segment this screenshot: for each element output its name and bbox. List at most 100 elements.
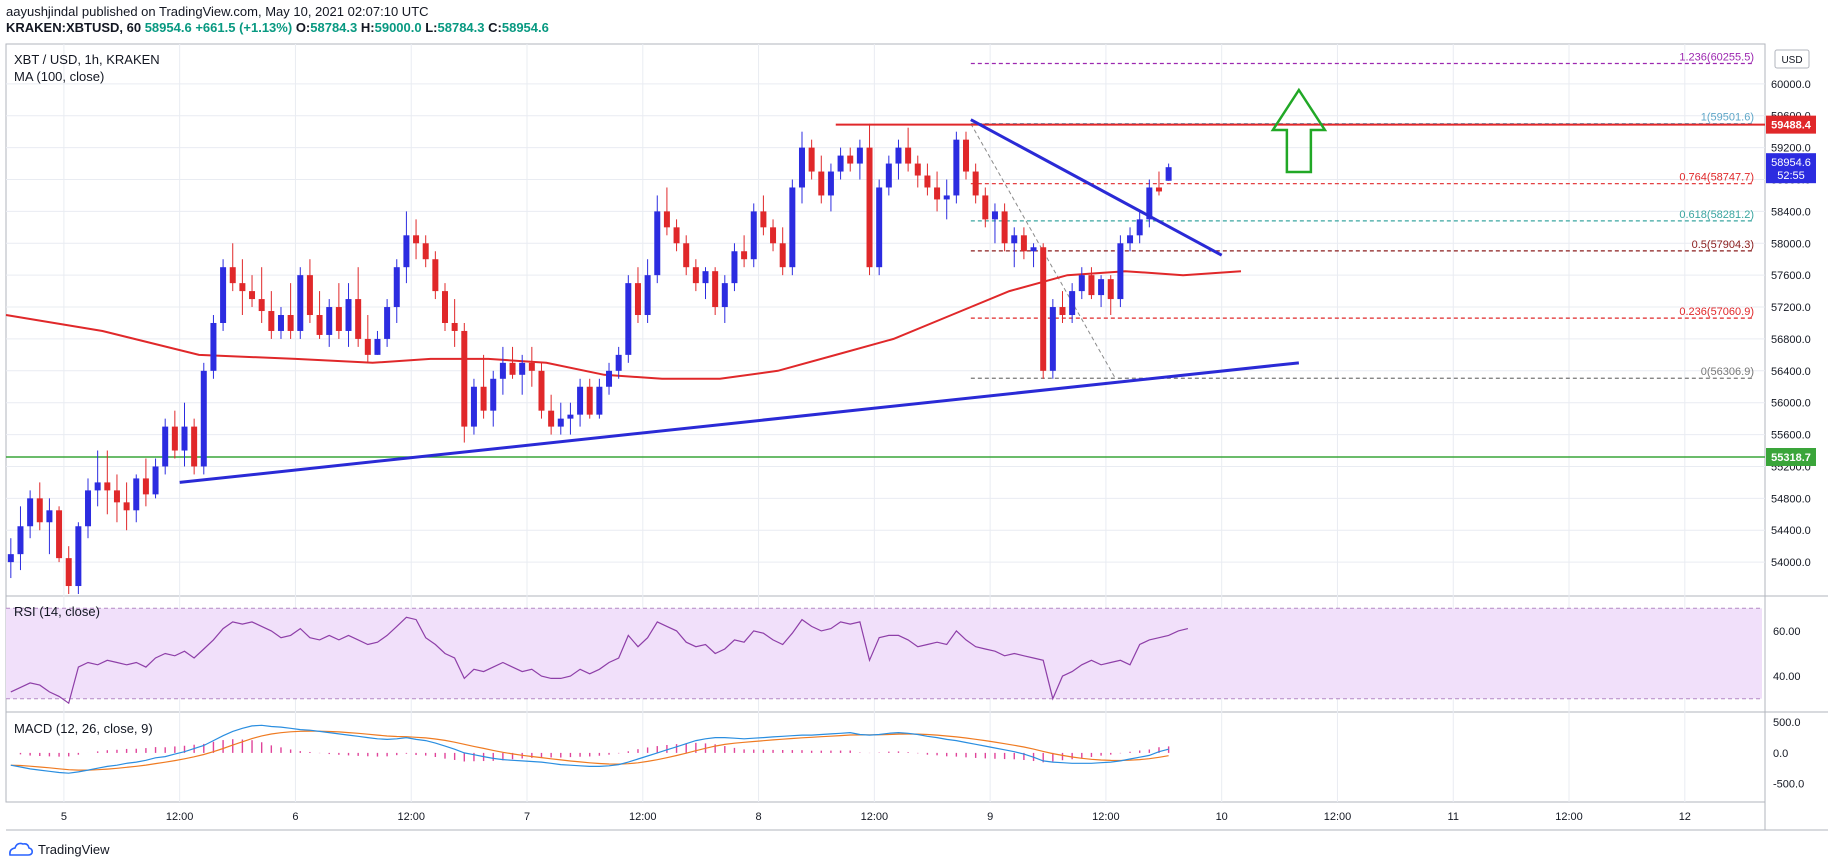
candle-body (142, 478, 149, 495)
candle-body (683, 243, 690, 268)
main-pane-title[interactable]: XBT / USD, 1h, KRAKEN (14, 52, 160, 67)
candle-body (1069, 291, 1076, 316)
tradingview-footer[interactable]: TradingView (8, 841, 110, 857)
candle-body (422, 243, 429, 260)
bar-countdown-label: 52:55 (1777, 170, 1805, 182)
candle-body (152, 466, 159, 495)
candle-body (229, 267, 236, 284)
candle-body (306, 275, 313, 316)
candle-body (133, 478, 140, 511)
y-tick-label: 59200.0 (1771, 143, 1811, 155)
x-tick-label: 12:00 (397, 811, 425, 823)
x-tick-label: 12:00 (861, 811, 889, 823)
candle-body (413, 235, 420, 244)
candle-body (866, 147, 873, 268)
candle-body (17, 526, 24, 555)
macd-tick-label: 0.0 (1773, 748, 1788, 760)
candle-body (557, 418, 564, 427)
ma100-line (5, 270, 1242, 380)
candle-body (818, 171, 825, 196)
publish-info: aayushjindal published on TradingView.co… (6, 4, 429, 19)
fib-level-label: 0(56306.9) (1701, 366, 1754, 378)
candle-body (789, 187, 796, 268)
falling-trendline (970, 118, 1223, 257)
ma-indicator-label[interactable]: MA (100, close) (14, 69, 105, 84)
macd-pane-title[interactable]: MACD (12, 26, close, 9) (14, 721, 153, 736)
candle-body (442, 291, 448, 323)
candle-body (326, 307, 333, 335)
x-tick-label: 7 (524, 811, 530, 823)
candle-body (85, 490, 92, 527)
candle-body (509, 362, 516, 375)
candle-body (316, 315, 323, 335)
candle-body (953, 139, 960, 196)
x-tick-label: 11 (1448, 811, 1459, 823)
fib-level-label: 0.618(58281.2) (1679, 209, 1754, 221)
candle-body (519, 362, 526, 375)
candle-body (1117, 243, 1124, 300)
fib-level-label: 0.5(57904.3) (1692, 239, 1754, 251)
y-tick-label: 54400.0 (1771, 525, 1811, 537)
candle-body (885, 163, 892, 188)
candle-body (625, 283, 632, 355)
candle-body (499, 362, 506, 379)
candle-body (277, 315, 284, 331)
open-label: O: (295, 20, 311, 35)
y-tick-label: 57600.0 (1771, 270, 1811, 282)
candle-body (297, 275, 304, 331)
candle-body (200, 370, 207, 467)
candle-body (364, 338, 371, 355)
rising-trendline (179, 361, 1300, 484)
candle-body (287, 315, 294, 331)
candle-body (798, 147, 805, 188)
candle-body (75, 526, 82, 587)
candle-body (1127, 235, 1134, 244)
candle-body (480, 386, 487, 411)
candle-body (760, 211, 767, 228)
candle-body (451, 322, 458, 331)
rsi-tick-label: 40.00 (1773, 671, 1801, 683)
candle-body (905, 147, 912, 164)
candle-body (702, 271, 709, 284)
candle-body (123, 502, 130, 511)
candle-body (847, 155, 854, 164)
candle-body (1020, 235, 1027, 252)
candle-body (1107, 279, 1114, 300)
open-value: 58784.3 (310, 20, 358, 35)
candle-body (615, 354, 622, 371)
y-tick-label: 57200.0 (1771, 302, 1811, 314)
x-tick-label: 12:00 (166, 811, 194, 823)
candle-body (972, 171, 979, 196)
rsi-line (10, 616, 1189, 705)
candle-body (461, 330, 468, 427)
current-price-tag (1766, 153, 1816, 184)
candle-body (210, 322, 217, 371)
macd-tick-label: 500.0 (1773, 717, 1801, 729)
candle-body (1059, 307, 1066, 316)
tradingview-logo-icon (9, 842, 33, 856)
candle-body (239, 283, 246, 292)
x-tick-label: 8 (756, 811, 762, 823)
candle-body (673, 227, 680, 244)
rsi-pane-title[interactable]: RSI (14, close) (14, 604, 100, 619)
candle-body (606, 370, 613, 387)
current-price-label: 58954.6 (1771, 157, 1811, 169)
x-tick-label: 12 (1679, 811, 1691, 823)
candle-body (548, 410, 555, 427)
candle-body (770, 227, 777, 244)
candle-body (220, 267, 227, 323)
candle-body (943, 195, 950, 200)
candle-body (1155, 187, 1162, 192)
low-value: 58784.3 (437, 20, 485, 35)
candle-body (1088, 275, 1095, 296)
x-tick-label: 12:00 (1324, 811, 1352, 823)
y-tick-label: 60000.0 (1771, 79, 1811, 91)
resistance-price-tag (1766, 115, 1816, 134)
candle-body (596, 386, 603, 415)
y-tick-label: 55600.0 (1771, 430, 1811, 442)
candle-body (162, 426, 169, 467)
candle-body (1049, 307, 1056, 371)
y-tick-label: 56000.0 (1771, 398, 1811, 410)
close-label: C: (488, 20, 502, 35)
candle-body (94, 482, 101, 491)
